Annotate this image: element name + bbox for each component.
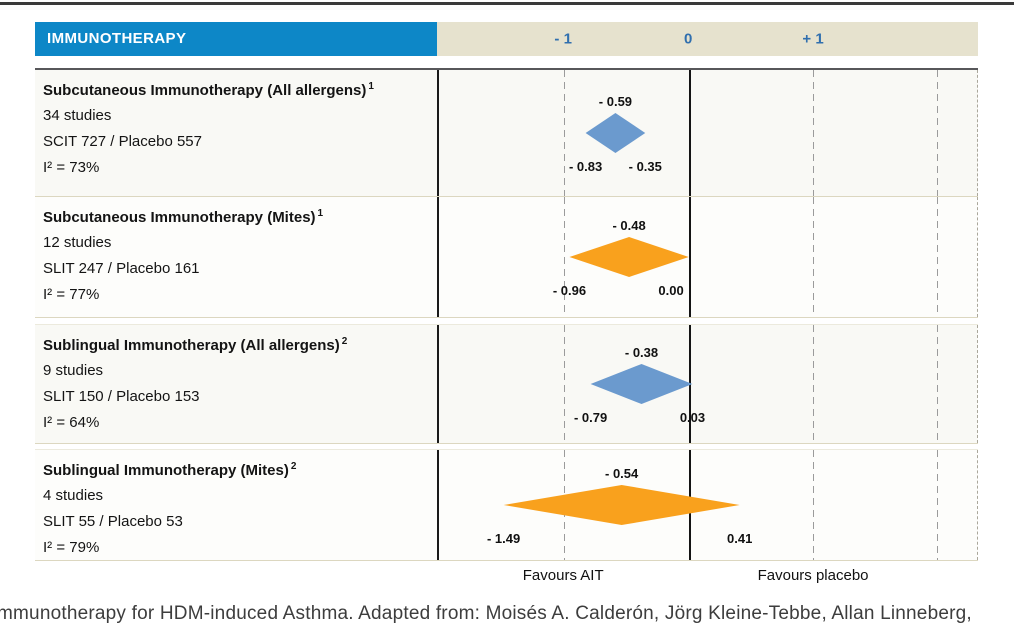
header-title: IMMUNOTHERAPY bbox=[35, 22, 437, 56]
ci-high-label: - 0.35 bbox=[628, 159, 662, 174]
ci-low-label: - 0.83 bbox=[568, 159, 603, 174]
forest-plot-cell: - 0.38 - 0.79 0.03 bbox=[437, 325, 978, 443]
estimate-label: - 0.54 bbox=[605, 466, 639, 481]
axis-tick-zero: 0 bbox=[683, 30, 693, 48]
axis-gridline bbox=[812, 197, 814, 317]
axis-gridline bbox=[564, 70, 566, 196]
favours-ait-label: Favours AIT bbox=[522, 567, 604, 584]
study-arms: SLIT 55 / Placebo 53 bbox=[43, 513, 183, 530]
forest-plot-cell: - 0.48 - 0.96 0.00 bbox=[437, 197, 978, 317]
axis-gridline bbox=[812, 325, 814, 443]
estimate-label: - 0.48 bbox=[612, 218, 646, 233]
study-title-text: Subcutaneous Immunotherapy (Mites) bbox=[43, 209, 316, 226]
axis-tick-minus1: - 1 bbox=[554, 30, 572, 48]
study-info: Subcutaneous Immunotherapy (All allergen… bbox=[35, 70, 437, 196]
study-arms: SCIT 727 / Placebo 557 bbox=[43, 133, 202, 150]
zero-line bbox=[688, 70, 691, 196]
favours-labels: Favours AIT Favours placebo bbox=[437, 564, 978, 590]
axis-header: - 1 0 + 1 bbox=[437, 22, 978, 56]
study-title-text: Sublingual Immunotherapy (Mites) bbox=[43, 462, 289, 479]
study-heterogeneity: I² = 73% bbox=[43, 159, 100, 176]
axis-gridline bbox=[812, 70, 814, 196]
ci-high-label: 0.03 bbox=[679, 410, 706, 425]
study-info: Sublingual Immunotherapy (All allergens)… bbox=[35, 325, 437, 443]
study-row: Sublingual Immunotherapy (All allergens)… bbox=[35, 324, 978, 444]
study-heterogeneity: I² = 77% bbox=[43, 286, 100, 303]
footnote-marker: 1 bbox=[317, 208, 324, 219]
ci-low-label: - 1.49 bbox=[486, 531, 521, 546]
study-heterogeneity: I² = 79% bbox=[43, 539, 100, 556]
axis-gridline bbox=[937, 70, 939, 196]
favours-placebo-label: Favours placebo bbox=[757, 567, 869, 584]
ci-low-label: - 0.96 bbox=[552, 283, 587, 298]
axis-gridline bbox=[937, 450, 939, 560]
summary-diamond bbox=[585, 113, 646, 153]
footnote-marker: 2 bbox=[341, 336, 348, 347]
ci-low-label: - 0.79 bbox=[573, 410, 608, 425]
study-title: Sublingual Immunotherapy (Mites) 2 bbox=[43, 455, 413, 483]
footnote-marker: 2 bbox=[290, 461, 297, 472]
study-title: Sublingual Immunotherapy (All allergens)… bbox=[43, 330, 413, 358]
zero-line bbox=[688, 197, 691, 317]
summary-diamond bbox=[569, 237, 689, 277]
figure-caption: mmunotherapy for HDM-induced Asthma. Ada… bbox=[0, 603, 972, 624]
forest-plot-table: IMMUNOTHERAPY - 1 0 + 1 Subcutaneous Imm… bbox=[35, 22, 978, 561]
top-divider bbox=[0, 2, 1014, 5]
study-arms: SLIT 150 / Placebo 153 bbox=[43, 388, 200, 405]
study-title: Subcutaneous Immunotherapy (Mites) 1 bbox=[43, 202, 413, 230]
ci-high-label: 0.41 bbox=[727, 531, 753, 546]
axis-gridline bbox=[564, 197, 566, 317]
study-info: Subcutaneous Immunotherapy (Mites) 1 12 s… bbox=[35, 197, 437, 317]
study-heterogeneity: I² = 64% bbox=[43, 414, 100, 431]
study-row: Sublingual Immunotherapy (Mites) 2 4 stud… bbox=[35, 449, 978, 561]
study-title-text: Sublingual Immunotherapy (All allergens) bbox=[43, 337, 340, 354]
forest-plot-cell: - 0.54 - 1.49 0.41 bbox=[437, 450, 978, 560]
study-count: 9 studies bbox=[43, 362, 104, 379]
axis-gridline bbox=[812, 450, 814, 560]
estimate-label: - 0.59 bbox=[598, 94, 633, 109]
study-title: Subcutaneous Immunotherapy (All allergen… bbox=[43, 75, 413, 103]
axis-gridline bbox=[937, 197, 939, 317]
summary-diamond bbox=[590, 364, 693, 404]
study-arms: SLIT 247 / Placebo 161 bbox=[43, 260, 200, 277]
study-row: Subcutaneous Immunotherapy (Mites) 1 12 s… bbox=[35, 197, 978, 318]
study-count: 4 studies bbox=[43, 487, 104, 504]
ci-high-label: 0.00 bbox=[658, 283, 684, 298]
axis-gridline bbox=[937, 325, 939, 443]
study-title-text: Subcutaneous Immunotherapy (All allergen… bbox=[43, 82, 367, 99]
axis-tick-plus1: + 1 bbox=[802, 30, 824, 48]
estimate-label: - 0.38 bbox=[624, 345, 659, 360]
footnote-marker: 1 bbox=[368, 81, 374, 92]
table-header: IMMUNOTHERAPY - 1 0 + 1 bbox=[35, 22, 978, 56]
study-info: Sublingual Immunotherapy (Mites) 2 4 stud… bbox=[35, 450, 437, 560]
forest-plot-cell: - 0.59 - 0.83 - 0.35 bbox=[437, 70, 978, 196]
summary-diamond bbox=[503, 485, 740, 525]
header-divider bbox=[35, 68, 978, 70]
study-row: Subcutaneous Immunotherapy (All allergen… bbox=[35, 70, 978, 197]
study-count: 34 studies bbox=[43, 107, 112, 124]
study-count: 12 studies bbox=[43, 234, 112, 251]
axis-gridline bbox=[564, 325, 566, 443]
